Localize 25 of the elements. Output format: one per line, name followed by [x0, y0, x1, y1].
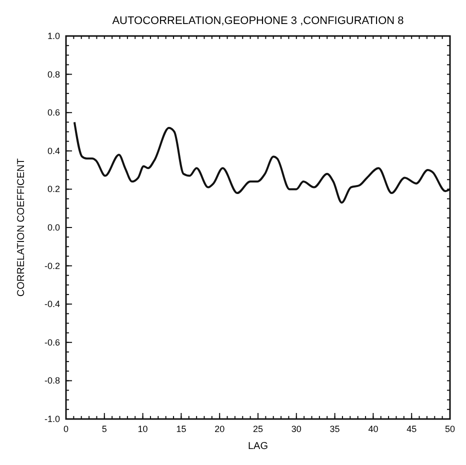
y-tick-label: -1.0: [44, 414, 60, 424]
x-tick-label: 10: [138, 424, 148, 434]
x-tick-label: 20: [214, 424, 225, 434]
x-tick-label: 50: [444, 424, 456, 434]
y-tick-label: -0.6: [44, 337, 60, 348]
y-tick-label: -0.4: [44, 299, 60, 310]
y-tick-label: 1.0: [47, 31, 60, 41]
y-tick-label: 0.0: [47, 222, 60, 232]
y-tick-label: -0.8: [44, 376, 60, 386]
y-tick-label: 0.8: [47, 69, 60, 80]
x-tick-label: 45: [406, 424, 417, 434]
y-tick-label: -0.2: [44, 260, 60, 271]
chart-title: AUTOCORRELATION,GEOPHONE 3 ,CONFIGURATION 8: [112, 15, 404, 27]
y-tick-label: 0.4: [47, 146, 60, 156]
x-axis-title: LAG: [248, 441, 268, 452]
y-tick-label: 0.6: [47, 108, 60, 118]
y-tick-label: 0.2: [47, 184, 60, 194]
x-tick-label: 25: [252, 424, 264, 434]
x-tick-label: 0: [63, 424, 69, 434]
y-axis-title: CORRELATION COEFFICENT: [16, 158, 27, 297]
x-tick-label: 30: [291, 424, 302, 434]
x-tick-label: 15: [176, 424, 186, 434]
x-tick-label: 40: [368, 424, 378, 434]
x-tick-label: 35: [330, 424, 340, 434]
x-tick-label: 5: [102, 424, 107, 434]
